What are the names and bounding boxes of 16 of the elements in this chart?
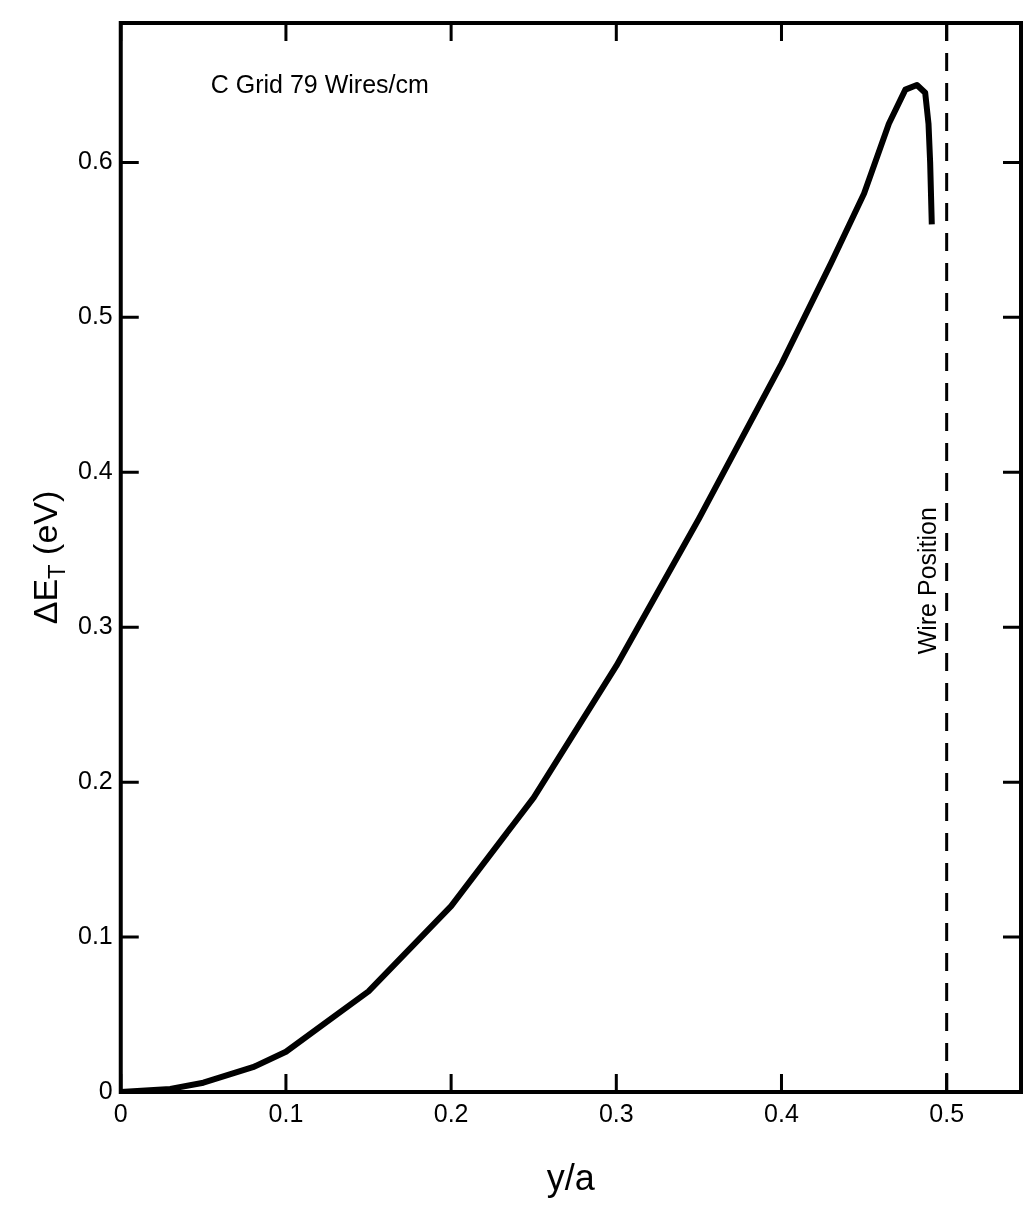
ref-line-label: Wire Position	[912, 507, 941, 655]
y-tick-label: 0.3	[77, 611, 113, 640]
y-tick-label: 0	[98, 1075, 113, 1104]
x-tick-label: 0.5	[929, 1098, 965, 1127]
y-tick-label: 0.6	[77, 146, 113, 175]
x-tick-label: 0.2	[433, 1098, 469, 1127]
y-axis-title: ΔET (eV)	[26, 490, 70, 625]
x-tick-label: 0.1	[268, 1098, 304, 1127]
x-tick-label: 0.4	[764, 1098, 799, 1127]
y-tick-label: 0.1	[77, 920, 113, 949]
annotation: C Grid 79 Wires/cm	[210, 70, 429, 98]
y-tick-label: 0.5	[77, 301, 113, 330]
y-tick-label: 0.2	[77, 766, 113, 795]
x-axis-title: y/a	[546, 1157, 596, 1198]
x-tick-label: 0.3	[598, 1098, 634, 1127]
y-tick-label: 0.4	[77, 456, 113, 485]
